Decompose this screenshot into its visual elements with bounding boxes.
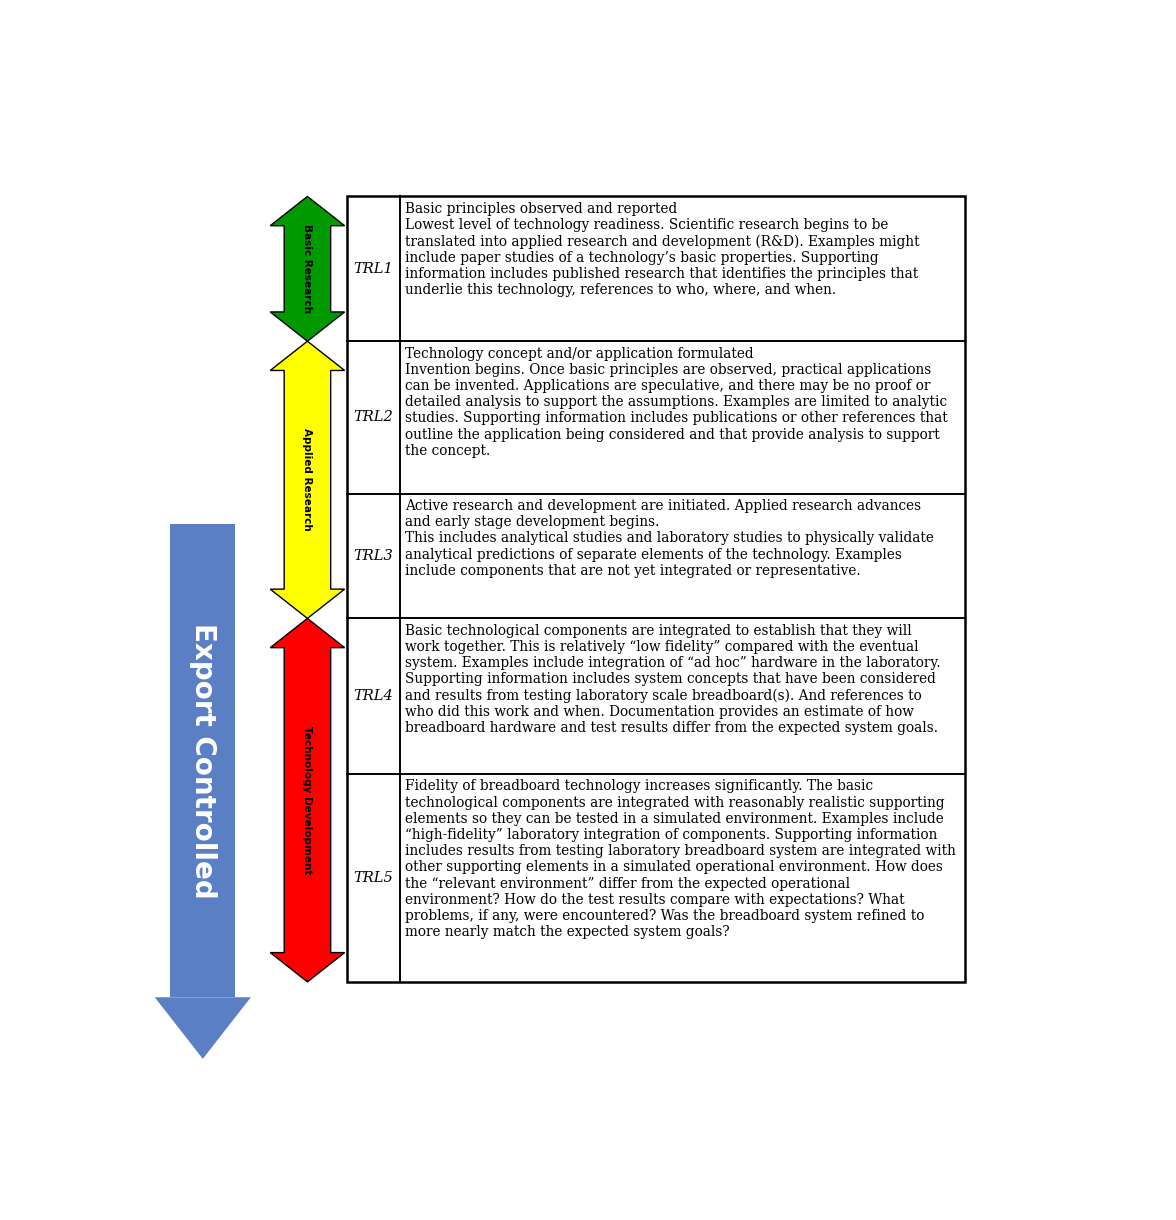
Text: Applied Research: Applied Research [302, 428, 313, 531]
Polygon shape [155, 997, 250, 1059]
Text: Basic Research: Basic Research [302, 224, 313, 314]
Text: Export Controlled: Export Controlled [189, 622, 216, 898]
Bar [171, 523, 235, 997]
Text: Basic technological components are integrated to establish that they will
work t: Basic technological components are integ… [405, 623, 941, 736]
Polygon shape [270, 619, 345, 982]
Text: Technology Development: Technology Development [302, 726, 313, 875]
Text: TRL1: TRL1 [354, 262, 393, 276]
Text: Fidelity of breadboard technology increases significantly. The basic
technologic: Fidelity of breadboard technology increa… [405, 780, 956, 939]
Text: Active research and development are initiated. Applied research advances
and ear: Active research and development are init… [405, 499, 934, 578]
Text: Technology concept and/or application formulated
Invention begins. Once basic pr: Technology concept and/or application fo… [405, 346, 948, 458]
Text: TRL4: TRL4 [354, 689, 393, 703]
Bar [347, 196, 964, 982]
Polygon shape [270, 342, 345, 619]
Polygon shape [270, 196, 345, 342]
Text: Basic principles observed and reported
Lowest level of technology readiness. Sci: Basic principles observed and reported L… [405, 201, 920, 298]
Text: TRL2: TRL2 [354, 410, 393, 425]
Text: TRL3: TRL3 [354, 549, 393, 564]
Text: TRL5: TRL5 [354, 871, 393, 884]
